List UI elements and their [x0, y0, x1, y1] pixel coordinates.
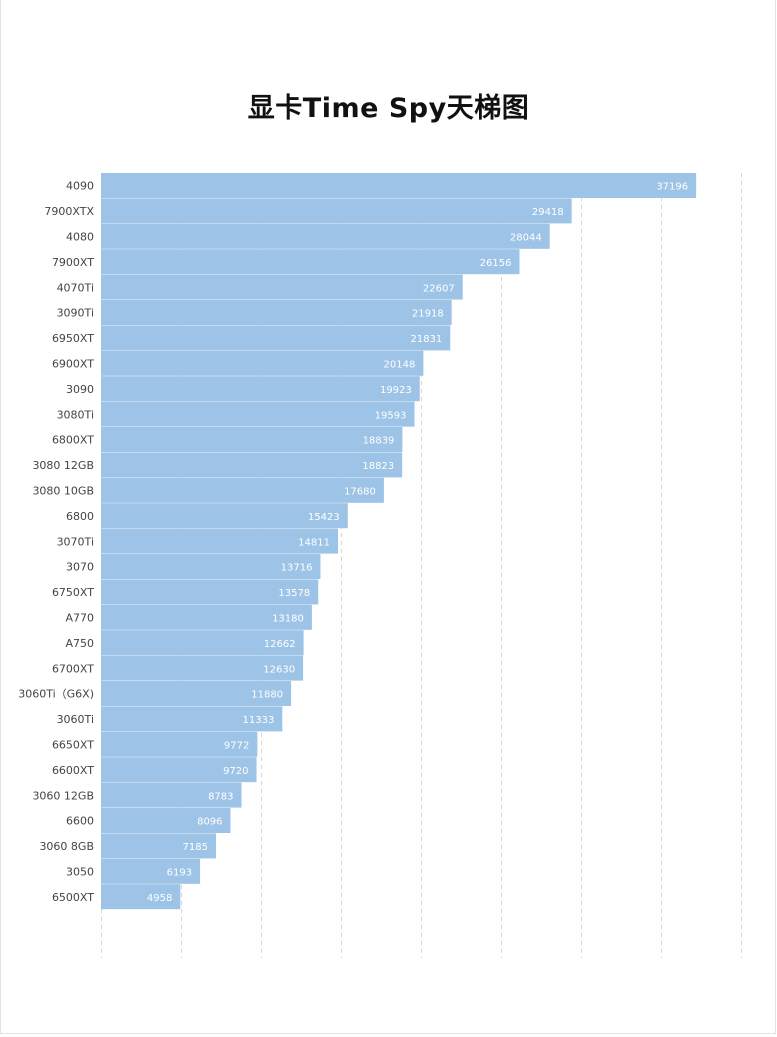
data-label: 19593: [375, 410, 407, 421]
category-label: 3050: [66, 866, 94, 879]
data-label: 12662: [264, 639, 296, 650]
bar: [101, 782, 242, 808]
data-label: 12630: [263, 664, 295, 675]
data-label: 7185: [183, 842, 208, 853]
data-label: 21831: [410, 334, 442, 345]
category-label: 6600XT: [52, 764, 94, 777]
data-label: 21918: [412, 309, 444, 320]
category-label: 6950XT: [52, 332, 94, 345]
category-label: 3070Ti: [57, 535, 94, 548]
data-label: 18839: [363, 436, 395, 447]
data-label: 9720: [223, 766, 248, 777]
chart-category-labels: 4090 7900XTX 4080 7900XT 4070Ti 3090Ti 6950XT 6…: [18, 180, 94, 904]
category-label: 6800: [66, 510, 94, 523]
bar: [101, 731, 258, 757]
category-label: 3080Ti: [57, 408, 94, 421]
bar: [101, 427, 403, 452]
data-label: 15423: [308, 512, 340, 523]
category-label: 6650XT: [52, 739, 94, 752]
bar: [101, 350, 424, 376]
bar: [101, 325, 451, 351]
category-label: 6500XT: [52, 891, 94, 904]
data-label: 37196: [656, 182, 688, 193]
chart-value-labels: 37196 29418 28044 26156 22607 21918 21831 20148…: [147, 182, 688, 904]
data-label: 13578: [278, 588, 310, 599]
bar: [101, 198, 572, 224]
category-label: 6750XT: [52, 586, 94, 599]
category-label: 7900XT: [52, 256, 94, 269]
bar: [101, 300, 452, 325]
category-label: 7900XTX: [44, 205, 94, 218]
chart-bars: [101, 173, 697, 910]
data-label: 8096: [197, 817, 222, 828]
data-label: 13716: [281, 563, 313, 574]
data-label: 22607: [423, 283, 455, 294]
bar: [101, 681, 292, 706]
bar: [101, 173, 697, 198]
data-label: 26156: [480, 258, 512, 269]
data-label: 11880: [251, 690, 283, 701]
bar: [101, 757, 257, 783]
data-label: 4958: [147, 893, 172, 904]
category-label: 4090: [66, 180, 94, 193]
category-label: 4070Ti: [57, 281, 94, 294]
data-label: 18823: [362, 461, 394, 472]
data-label: 14811: [298, 537, 330, 548]
category-label: 3060 8GB: [39, 840, 94, 853]
category-label: 6700XT: [52, 662, 94, 675]
chart-title: 显卡Time Spy天梯图: [247, 93, 530, 124]
bar: [101, 579, 319, 605]
category-label: 4080: [66, 231, 94, 244]
bar: [101, 223, 550, 249]
bar: [101, 477, 384, 503]
bar: [101, 376, 420, 402]
bar: [101, 884, 181, 910]
category-label: 3060Ti: [57, 713, 94, 726]
category-label: 3070: [66, 561, 94, 574]
data-label: 13180: [272, 614, 304, 625]
data-label: 11333: [243, 715, 275, 726]
category-label: A770: [65, 612, 94, 625]
data-label: 8783: [208, 791, 233, 802]
category-label: 3090Ti: [57, 307, 94, 320]
data-label: 28044: [510, 233, 542, 244]
bar: [101, 401, 415, 427]
bar: [101, 274, 463, 300]
bar: [101, 630, 304, 656]
data-label: 17680: [344, 487, 376, 498]
bar: [101, 604, 312, 630]
category-label: 3090: [66, 383, 94, 396]
bar: [101, 249, 520, 275]
category-label: 3060 12GB: [32, 789, 94, 802]
data-label: 19923: [380, 385, 412, 396]
bar: [101, 554, 321, 579]
bar: [101, 503, 348, 529]
data-label: 9772: [224, 741, 249, 752]
category-label: 6600: [66, 815, 94, 828]
bar: [101, 655, 304, 681]
category-label: 3080 10GB: [32, 485, 94, 498]
bar: [101, 452, 403, 478]
data-label: 20148: [384, 360, 416, 371]
bar: [101, 833, 216, 859]
data-label: 29418: [532, 207, 564, 218]
category-label: A750: [65, 637, 94, 650]
bar: [101, 808, 231, 833]
category-label: 6900XT: [52, 358, 94, 371]
bar: [101, 528, 338, 554]
category-label: 3080 12GB: [32, 459, 94, 472]
category-label: 6800XT: [52, 434, 94, 447]
data-label: 6193: [167, 868, 192, 879]
bar: [101, 858, 201, 884]
category-label: 3060Ti（G6X): [18, 688, 94, 701]
bar: [101, 706, 283, 732]
